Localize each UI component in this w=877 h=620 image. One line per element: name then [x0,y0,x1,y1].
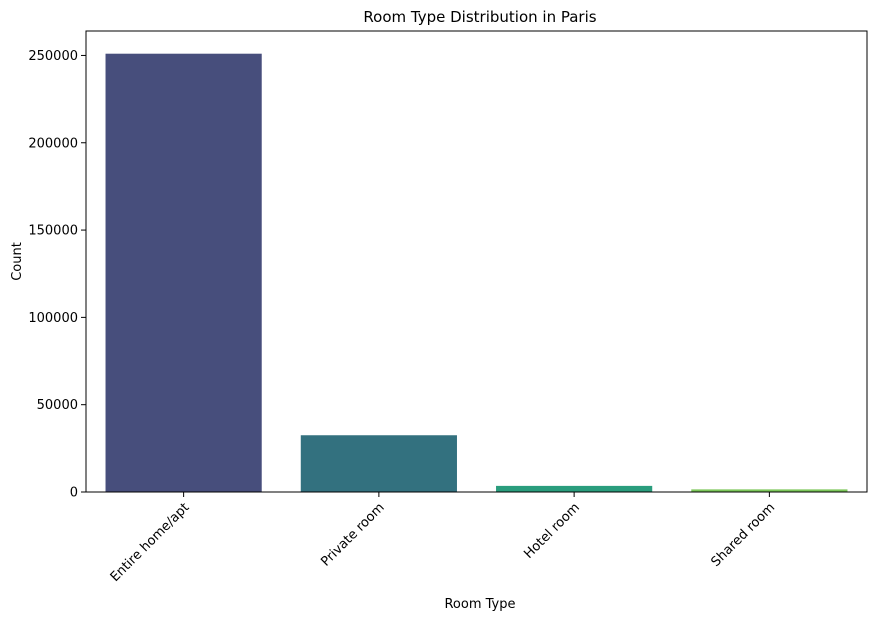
x-axis-label: Room Type [444,597,515,612]
y-tick-label: 100000 [28,311,78,326]
bar-private-room [300,435,457,492]
bar-hotel-room [496,485,653,492]
plot-frame [85,30,868,493]
bar-entire-home-apt [105,53,262,493]
x-tick-label: Shared room [709,500,779,570]
bars-group [105,53,848,493]
y-axis-label: Count [10,242,25,281]
chart-title: Room Type Distribution in Paris [363,8,596,26]
y-tick-label: 200000 [28,136,78,151]
x-tick-label: Private room [318,500,387,569]
x-tick-label: Entire home/apt [108,500,193,585]
y-tick-label: 250000 [28,49,78,64]
y-tick-label: 0 [70,486,78,501]
bar-shared-room [691,489,848,492]
y-axis-ticks: 0 50000 100000 150000 200000 250000 [28,49,86,501]
y-tick-label: 50000 [37,398,78,413]
x-tick-label: Hotel room [521,500,583,562]
y-tick-label: 150000 [28,224,78,239]
x-axis-ticks: Entire home/apt Private room Hotel room Sha… [108,492,779,585]
